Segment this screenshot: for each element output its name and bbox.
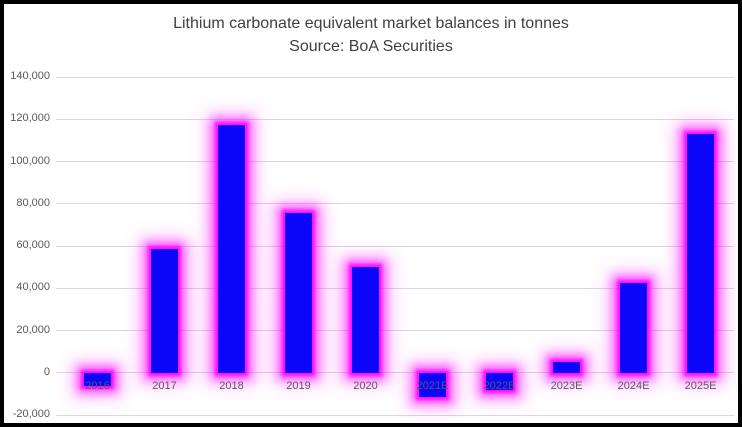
gridline bbox=[56, 287, 734, 289]
x-axis-label-2022E: 2022E bbox=[483, 379, 516, 392]
bar-2017 bbox=[151, 249, 178, 373]
x-axis-label-2024E: 2024E bbox=[617, 379, 650, 392]
y-axis-tick-label: 40,000 bbox=[16, 281, 50, 294]
y-axis-tick-label: 0 bbox=[43, 365, 50, 378]
plot-area: -20,000 0 20,000 40,000 60,000 80,000 100,000 1… bbox=[4, 4, 738, 423]
y-axis-tick-label: 20,000 bbox=[16, 323, 50, 336]
gridline bbox=[56, 76, 734, 78]
y-axis-tick-label: 60,000 bbox=[16, 239, 50, 251]
gridline bbox=[56, 372, 734, 374]
x-axis-label-2019: 2019 bbox=[286, 379, 311, 392]
y-axis-tick-label: -20,000 bbox=[12, 408, 50, 420]
y-axis-tick-label: 100,000 bbox=[10, 154, 50, 167]
x-axis-label-2016: 2016 bbox=[85, 379, 110, 392]
x-axis-label-2018: 2018 bbox=[219, 379, 244, 392]
gridline bbox=[56, 414, 734, 416]
bar-2024E bbox=[620, 283, 647, 373]
bar-2018 bbox=[218, 124, 245, 373]
y-axis-tick-label: 80,000 bbox=[16, 196, 50, 209]
bar-2025E bbox=[687, 134, 714, 373]
gridline bbox=[56, 330, 734, 331]
chart-title-block: Lithium carbonate equivalent market bala… bbox=[4, 12, 738, 58]
y-axis-tick-label: 140,000 bbox=[10, 70, 50, 82]
chart-title: Lithium carbonate equivalent market bala… bbox=[173, 15, 569, 32]
bar-2023E bbox=[553, 362, 580, 373]
bar-2020 bbox=[352, 267, 379, 373]
x-axis-label-2020: 2020 bbox=[353, 379, 378, 392]
x-axis-label-2025E: 2025E bbox=[684, 379, 717, 392]
x-axis-label-2021E: 2021E bbox=[416, 379, 449, 392]
bar-2021E bbox=[419, 372, 446, 398]
chart-subtitle: Source: BoA Securities bbox=[289, 38, 453, 55]
gridline bbox=[56, 203, 734, 205]
gridline bbox=[56, 245, 734, 247]
gridline bbox=[56, 118, 734, 120]
bar-2016 bbox=[84, 372, 111, 387]
bar-2019 bbox=[285, 213, 312, 373]
y-axis-tick-label: 120,000 bbox=[10, 112, 50, 125]
x-axis-label-2017: 2017 bbox=[152, 379, 177, 392]
gridline bbox=[56, 161, 734, 162]
x-axis-label-2023E: 2023E bbox=[550, 379, 583, 392]
bar-2022E bbox=[486, 372, 513, 390]
